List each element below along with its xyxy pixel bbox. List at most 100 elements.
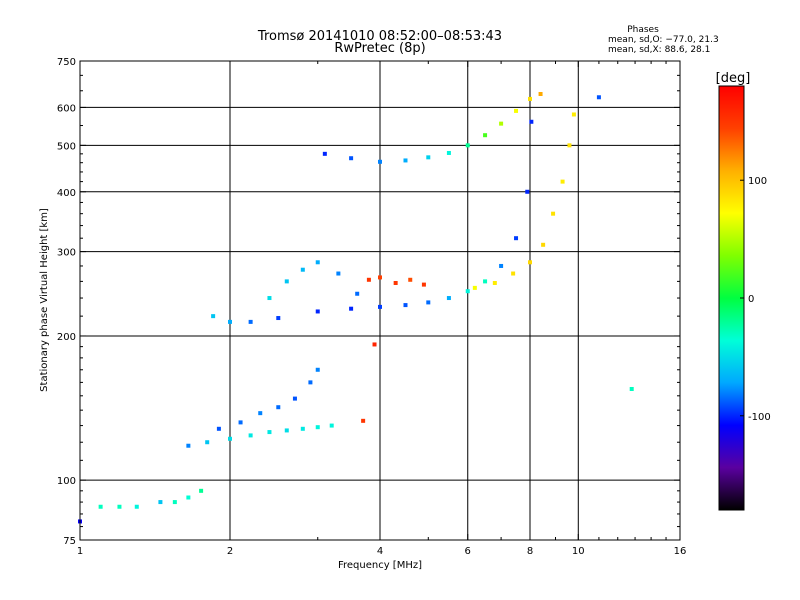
echo-point	[529, 119, 534, 124]
y-tick-label: 200	[57, 332, 76, 343]
echo-point	[238, 420, 243, 425]
chart-title: Tromsø 20141010 08:52:00–08:53:43	[257, 29, 502, 44]
echo-point	[403, 158, 408, 163]
colorbar-tick-label: 100	[748, 176, 767, 187]
echo-point	[329, 423, 334, 428]
echo-point	[315, 260, 320, 265]
echo-point	[499, 263, 504, 268]
x-tick-label: 6	[465, 546, 471, 557]
echo-point	[538, 91, 543, 96]
echo-point	[492, 280, 497, 285]
echo-point	[186, 495, 191, 500]
echo-point	[596, 95, 601, 100]
y-tick-label: 750	[57, 57, 76, 68]
echo-point	[315, 367, 320, 372]
x-tick-label: 10	[572, 546, 585, 557]
y-tick-label: 600	[57, 103, 76, 114]
echo-point	[248, 319, 253, 324]
echo-point	[472, 285, 477, 290]
y-tick-label: 400	[57, 188, 76, 199]
y-tick-labels: 75 100 200 300 400 500 600 750	[57, 57, 76, 547]
echo-point	[308, 380, 313, 385]
x-tick-label: 4	[377, 546, 383, 557]
colorbar	[718, 85, 745, 511]
axis-ticks	[79, 60, 681, 541]
echo-point	[284, 279, 289, 284]
echo-point	[571, 112, 576, 117]
y-tick-label: 100	[57, 476, 76, 487]
echo-point	[228, 319, 232, 324]
echo-point	[117, 504, 122, 509]
echo-point	[205, 440, 210, 445]
grid	[80, 61, 680, 540]
echo-point	[315, 309, 320, 314]
echo-point	[629, 386, 634, 391]
echo-point	[465, 143, 470, 148]
echo-point	[378, 304, 382, 309]
echo-point	[300, 426, 305, 431]
echo-point	[216, 426, 221, 431]
echo-point	[158, 500, 163, 505]
stats-o-mode: mean, sd,O: −77.0, 21.3	[608, 35, 719, 45]
echo-point	[248, 433, 253, 438]
echo-point	[355, 291, 360, 296]
y-tick-label: 300	[57, 248, 76, 259]
chart-subtitle: RwPretec (8p)	[334, 41, 425, 56]
echo-point	[426, 300, 431, 305]
echo-point	[403, 303, 408, 308]
colorbar-ticks: 100 0 -100	[740, 176, 771, 423]
y-axis-label: Stationary phase Virtual Height [km]	[39, 208, 50, 392]
colorbar-tick-label: -100	[748, 412, 771, 423]
echo-point	[349, 156, 354, 161]
x-tick-label: 8	[527, 546, 533, 557]
echo-point	[393, 280, 398, 285]
echo-point	[199, 488, 204, 493]
colorbar-label: [deg]	[716, 71, 751, 86]
echo-point	[372, 342, 377, 347]
echo-point	[408, 277, 413, 282]
y-tick-label: 500	[57, 141, 76, 152]
echo-point	[528, 260, 532, 265]
echo-point	[172, 500, 177, 505]
x-tick-label: 2	[227, 546, 233, 557]
echo-point	[567, 143, 572, 148]
echo-point	[525, 189, 530, 194]
echo-point	[514, 236, 519, 241]
x-tick-labels: 1 2 4 6 8 10 16	[77, 546, 687, 557]
echo-point	[134, 504, 139, 509]
echo-point	[426, 155, 431, 160]
echo-point	[267, 430, 272, 435]
x-tick-label: 16	[674, 546, 687, 557]
echo-point	[446, 150, 451, 155]
echo-point	[465, 289, 470, 294]
echo-point	[211, 314, 216, 319]
echo-point	[349, 306, 354, 311]
echo-point	[322, 151, 327, 156]
stats-heading: Phases	[627, 25, 659, 35]
echo-point	[560, 179, 565, 184]
echo-point	[336, 271, 341, 276]
echo-point	[511, 271, 516, 276]
echo-point	[483, 133, 488, 138]
data-points	[78, 91, 634, 524]
echo-point	[98, 504, 103, 509]
echo-point	[514, 108, 519, 113]
echo-point	[258, 411, 263, 416]
echo-point	[446, 296, 451, 301]
y-tick-label: 75	[63, 536, 76, 547]
echo-point	[284, 428, 289, 433]
echo-point	[300, 267, 305, 272]
echo-point	[267, 296, 272, 301]
echo-point	[292, 396, 297, 401]
echo-point	[366, 277, 371, 282]
echo-point	[421, 282, 426, 287]
x-tick-label: 1	[77, 546, 83, 557]
stats-x-mode: mean, sd,X: 88.6, 28.1	[608, 45, 710, 55]
echo-point	[276, 316, 281, 321]
echo-point	[378, 275, 382, 280]
echo-point	[276, 405, 281, 410]
colorbar-tick-label: 0	[748, 294, 754, 305]
echo-point	[315, 425, 320, 430]
echo-point	[483, 279, 488, 284]
